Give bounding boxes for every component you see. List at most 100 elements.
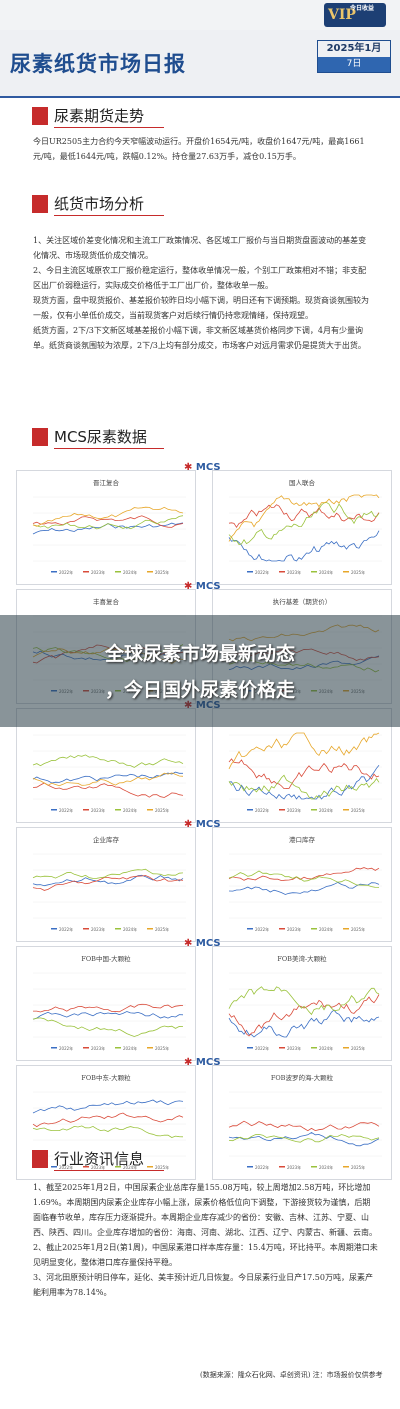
series-line [32, 1112, 184, 1128]
legend-label: 2022年 [255, 1045, 269, 1051]
legend-label: 2023年 [91, 926, 105, 932]
mcs-chart: 2022年 2023年 2024年 2025年 [212, 708, 392, 823]
legend-swatch [147, 809, 153, 811]
legend-swatch [247, 571, 253, 573]
chart-title: FOB中东-大颗粒 [81, 1074, 131, 1082]
legend-label: 2024年 [319, 926, 333, 932]
legend-label: 2022年 [59, 1045, 73, 1051]
legend-swatch [247, 1166, 253, 1168]
chart-plot: 2022年 2023年 2024年 2025年 [32, 853, 186, 932]
series-line [32, 771, 183, 784]
section-marker-icon [32, 428, 48, 446]
paper-paragraph: 2、今日主流区域原农工厂报价稳定运行，整体收单情况一般，个别工厂政策相对不错；非… [33, 266, 367, 290]
legend-label: 2022年 [59, 1164, 73, 1170]
mcs-logo: ✱ MCS [184, 581, 221, 592]
legend-swatch [279, 809, 285, 811]
legend-label: 2025年 [155, 1164, 169, 1170]
chart-title: FOB中国-大颗粒 [81, 955, 131, 963]
legend-swatch [247, 928, 253, 930]
legend-label: 2025年 [351, 569, 365, 575]
legend-label: 2022年 [59, 569, 73, 575]
chart-plot: 2022年 2023年 2024年 2025年 [228, 972, 382, 1051]
series-line [228, 774, 380, 800]
series-line [32, 1099, 184, 1114]
legend-swatch [115, 1047, 121, 1049]
legend-swatch [247, 809, 253, 811]
legend-label: 2023年 [287, 926, 301, 932]
legend-swatch [51, 1166, 57, 1168]
chart-plot: 2022年 2023年 2024年 2025年 [32, 972, 186, 1051]
legend-swatch [343, 1166, 349, 1168]
paper-text: 1、关注区域价差变化情况和主流工厂政策情况、各区域工厂报价与当日期货盘面波动的基… [33, 233, 373, 353]
series-line [228, 1132, 380, 1147]
section-marker-icon [32, 107, 48, 125]
chart-title: 港口库存 [289, 836, 315, 844]
legend-label: 2023年 [287, 807, 301, 813]
legend-label: 2022年 [255, 569, 269, 575]
section-title: 纸货市场分析 [54, 195, 145, 213]
legend-label: 2025年 [351, 1164, 365, 1170]
news-paragraph: 2、截止2025年1月2日(第1周)，中国尿素港口样本库存量：15.4万吨，环比… [33, 1243, 378, 1267]
series-line [228, 758, 380, 790]
series-line [32, 782, 184, 798]
mcs-chart: 晋江复合 2022年 2023年 2024年 2025年 [16, 470, 196, 585]
date-year-month: 2025年1月 [326, 43, 382, 54]
legend-label: 2024年 [123, 807, 137, 813]
series-line [228, 501, 380, 545]
series-line [32, 1017, 184, 1037]
legend-swatch [115, 571, 121, 573]
legend-swatch [147, 1047, 153, 1049]
legend-swatch [51, 571, 57, 573]
series-line [228, 1133, 380, 1143]
section-title: 行业资讯信息 [54, 1150, 145, 1168]
legend-label: 2023年 [91, 569, 105, 575]
series-line [32, 1011, 184, 1020]
series-line [32, 515, 184, 530]
legend-swatch [115, 1166, 121, 1168]
mcs-chart: 2022年 2023年 2024年 2025年 [16, 708, 196, 823]
legend-label: 2024年 [123, 1045, 137, 1051]
legend-label: 2025年 [351, 926, 365, 932]
page-title: 尿素纸货市场日报 [10, 51, 186, 76]
section-title: 尿素期货走势 [54, 107, 145, 125]
legend-swatch [343, 1047, 349, 1049]
legend-label: 2024年 [319, 569, 333, 575]
mcs-chart: 港口库存 2022年 2023年 2024年 2025年 [212, 827, 392, 942]
legend-label: 2022年 [59, 807, 73, 813]
date-box: 2025年1月 7日 [317, 40, 391, 73]
news-paragraph: 3、河北田原预计明日停车，延化、美丰预计近几日恢复。今日尿素行业日产17.50万… [33, 1273, 373, 1297]
legend-label: 2023年 [287, 1045, 301, 1051]
series-line [32, 1125, 184, 1138]
legend-label: 2025年 [351, 1045, 365, 1051]
chart-title: 国人联合 [289, 479, 315, 487]
series-line [32, 754, 184, 768]
legend-label: 2025年 [155, 569, 169, 575]
chart-title: 企业库存 [93, 836, 119, 844]
series-line [32, 868, 184, 879]
series-line [32, 515, 184, 528]
legend-swatch [51, 809, 57, 811]
legend-label: 2023年 [91, 1164, 105, 1170]
legend-swatch [147, 1166, 153, 1168]
legend-swatch [279, 1166, 285, 1168]
series-line [228, 867, 380, 882]
chart-title: FOB美湾-大颗粒 [277, 955, 327, 963]
section-marker-icon [32, 195, 48, 213]
chart-plot: 2022年 2023年 2024年 2025年 [228, 1091, 382, 1170]
series-line [32, 522, 184, 535]
date-day: 7日 [318, 57, 390, 72]
legend-label: 2025年 [155, 807, 169, 813]
chart-plot: 2022年 2023年 2024年 2025年 [228, 853, 382, 932]
series-line [32, 874, 184, 887]
series-line [228, 986, 380, 1016]
legend-swatch [115, 928, 121, 930]
legend-label: 2025年 [155, 926, 169, 932]
chart-plot: 2022年 2023年 2024年 2025年 [32, 496, 186, 575]
chart-title: FOB波罗的海-大颗粒 [270, 1074, 334, 1082]
banner-line-1: 全球尿素市场最新动态 [104, 643, 295, 665]
legend-label: 2024年 [319, 1045, 333, 1051]
headline-banner[interactable]: 全球尿素市场最新动态 ，今日国外尿素价格走 [0, 615, 400, 727]
legend-swatch [311, 928, 317, 930]
top-bar: VIP 今日收益 [0, 0, 400, 30]
mcs-logo: ✱ MCS [184, 1057, 221, 1068]
